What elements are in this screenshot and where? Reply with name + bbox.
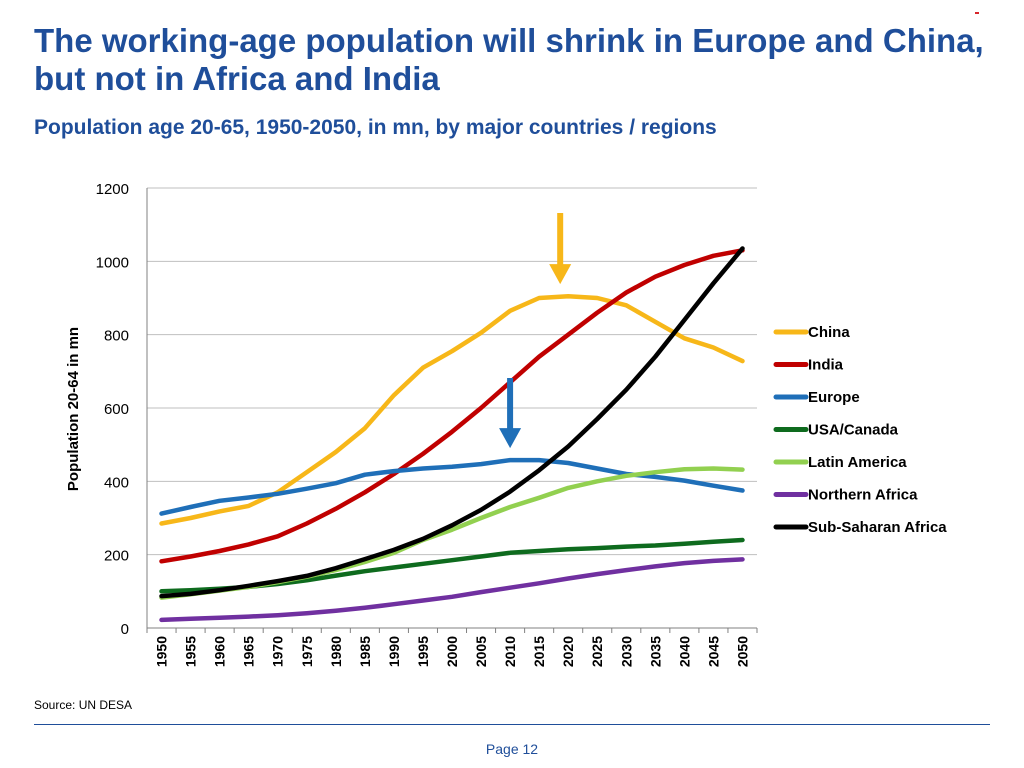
x-tick-label: 1975: [299, 636, 315, 667]
axes: 0 200 400 600 800 1000 1200 1950 1955 1960 1965 197…: [96, 181, 758, 667]
legend-label: Sub-Saharan Africa: [808, 519, 947, 536]
y-tick-label: 600: [104, 401, 129, 418]
page-number: Page 12: [485, 741, 539, 757]
source-note: Source: UN DESA: [34, 698, 133, 712]
annotations: [499, 213, 572, 449]
series-line-india: [159, 248, 745, 564]
y-axis-label: Population 20-64 in mn: [65, 327, 82, 491]
population-line-chart: 0 200 400 600 800 1000 1200 1950 1955 1960 1965 197…: [65, 181, 947, 667]
legend-label: Latin America: [808, 454, 907, 471]
x-tick-label: 1950: [154, 636, 170, 667]
legend-item: USA/Canada: [773, 422, 899, 439]
y-tick-label: 1000: [96, 254, 129, 271]
x-tick-label: 2050: [734, 636, 750, 667]
x-tick-label: 1970: [270, 636, 286, 667]
legend-label: Northern Africa: [808, 487, 918, 504]
x-tick-label: 2015: [531, 636, 547, 667]
arrow-head: [499, 428, 522, 449]
legend-label: USA/Canada: [808, 422, 899, 439]
x-tick-label: 1990: [386, 636, 402, 667]
x-tick-label: 1995: [415, 636, 431, 667]
x-tick-label: 1980: [328, 636, 344, 667]
x-tick-label: 2040: [676, 636, 692, 667]
series-line-europe: [159, 457, 745, 516]
legend-item: Sub-Saharan Africa: [773, 519, 947, 536]
legend-label: Europe: [808, 389, 860, 406]
y-tick-label: 1200: [96, 181, 129, 198]
arrow-head: [549, 264, 572, 285]
slide-title: The working-age population will shrink i…: [34, 22, 984, 97]
arrow-europe: [499, 378, 522, 449]
slide-subtitle: Population age 20-65, 1950-2050, in mn, …: [34, 116, 717, 139]
series-lines: [159, 246, 745, 623]
legend-item: Latin America: [773, 454, 907, 471]
y-tick-label: 0: [121, 621, 129, 638]
x-tick-label: 1985: [357, 636, 373, 667]
series-line-china: [159, 293, 745, 526]
x-tick-label: 2000: [444, 636, 460, 667]
corner-mark: [975, 12, 979, 14]
series-line-latin-america: [159, 466, 745, 600]
grid: [147, 187, 757, 556]
legend-label: China: [808, 324, 850, 341]
legend-label: India: [808, 357, 844, 374]
footer-divider: [34, 724, 990, 725]
y-tick-label: 800: [104, 328, 129, 345]
x-tick-label: 2010: [502, 636, 518, 667]
arrow-china: [549, 213, 572, 285]
x-tick-label: 1955: [183, 636, 199, 667]
x-tick-label: 2035: [647, 636, 663, 667]
y-tick-label: 400: [104, 474, 129, 491]
x-tick-label: 2005: [473, 636, 489, 667]
legend: China India Europe USA/Canada Latin America N…: [773, 324, 947, 536]
legend-item: Europe: [773, 389, 860, 406]
x-tick-label: 2020: [560, 636, 576, 667]
series-line-sub-saharan-africa: [159, 246, 745, 599]
x-tick-label: 1960: [212, 636, 228, 667]
x-tick-label: 2045: [705, 636, 721, 667]
x-tick-label: 2025: [589, 636, 605, 667]
series-line-northern-africa: [159, 557, 745, 623]
y-tick-label: 200: [104, 548, 129, 565]
legend-item: India: [773, 357, 844, 374]
x-tick-label: 1965: [241, 636, 257, 667]
x-tick-label: 2030: [618, 636, 634, 667]
legend-item: China: [773, 324, 850, 341]
legend-item: Northern Africa: [773, 487, 918, 504]
